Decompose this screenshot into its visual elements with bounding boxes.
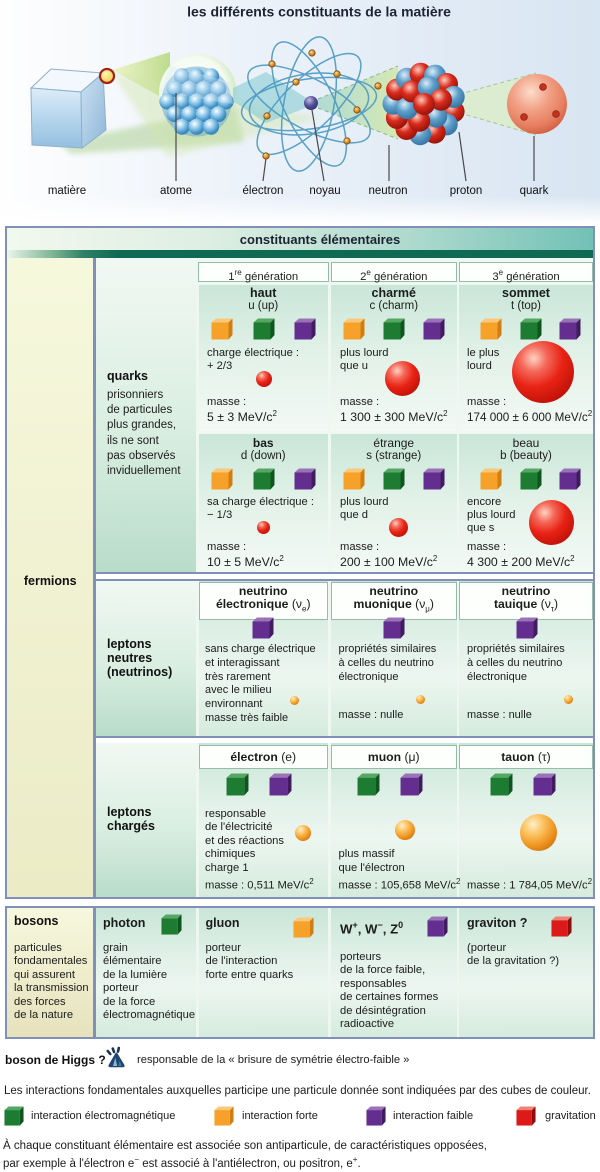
- svg-text:matière: matière: [48, 185, 86, 197]
- svg-text:électron: électron: [243, 185, 284, 197]
- svg-text:noyau: noyau: [309, 185, 340, 197]
- svg-text:neutron: neutron: [368, 185, 407, 197]
- svg-text:proton: proton: [450, 185, 483, 197]
- svg-text:les différents constituants de: les différents constituants de la matièr…: [187, 4, 451, 20]
- svg-text:quark: quark: [520, 185, 549, 197]
- svg-text:atome: atome: [160, 185, 192, 197]
